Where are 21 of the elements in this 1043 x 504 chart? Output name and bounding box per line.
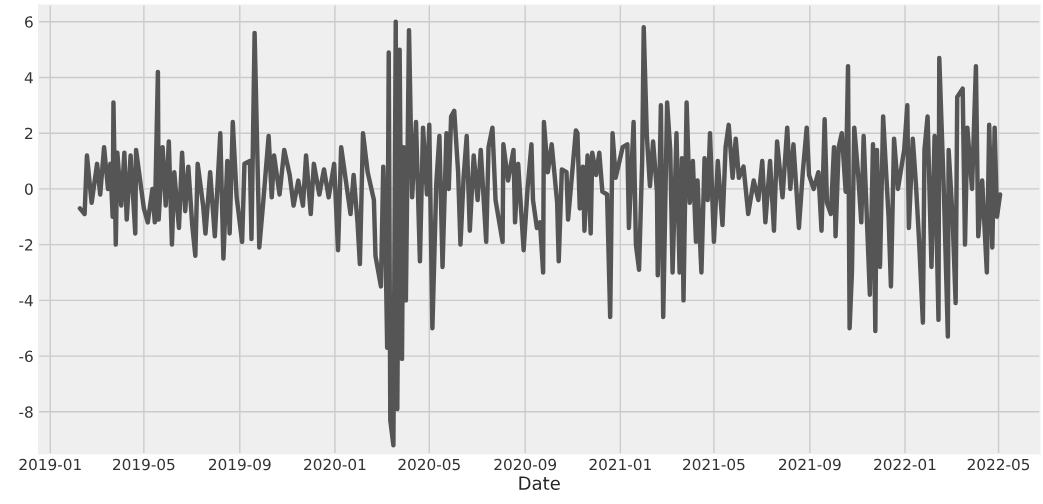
x-tick-label: 2022-01 [874, 458, 936, 471]
x-tick-label: 2020-09 [494, 458, 557, 471]
x-tick-label: 2019-01 [19, 458, 81, 471]
y-tick-label: -4 [19, 295, 33, 307]
x-tick-label: 2022-05 [967, 458, 1030, 471]
x-tick-label: 2019-05 [113, 458, 175, 471]
y-tick-label: 6 [25, 16, 33, 28]
x-tick-label: 2020-05 [398, 458, 460, 471]
x-tick-label: 2021-05 [683, 458, 745, 471]
y-tick-label: 0 [25, 183, 33, 195]
x-axis-title: Date [519, 476, 560, 490]
y-tick-label: -8 [19, 406, 33, 418]
y-tick-label: -6 [19, 350, 33, 363]
line-series [77, 19, 1003, 448]
x-tick-label: 2021-01 [589, 458, 651, 471]
x-tick-label: 2020-01 [304, 458, 366, 471]
y-tick-label: 4 [24, 72, 33, 84]
x-tick-label: 2021-09 [779, 458, 841, 471]
x-tick-label: 2019-09 [208, 458, 271, 471]
y-tick-label: -2 [19, 239, 33, 251]
y-tick-label: 2 [25, 127, 33, 139]
